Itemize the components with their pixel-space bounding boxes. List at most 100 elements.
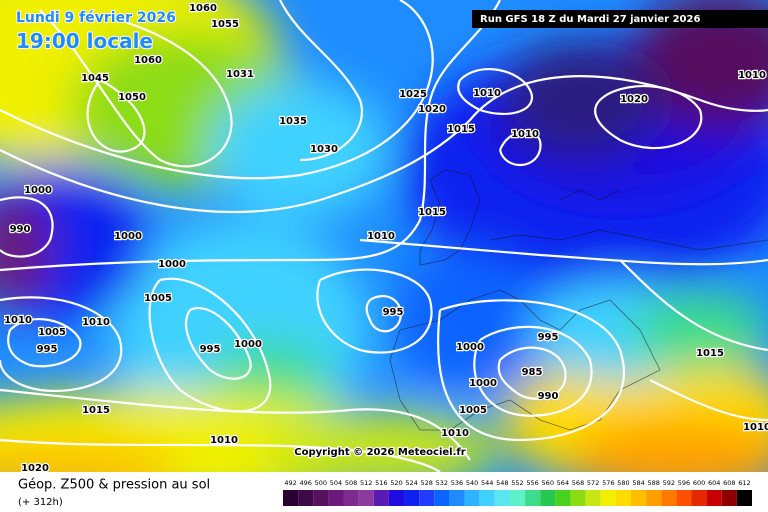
legend-swatch	[630, 490, 647, 506]
isobar-label: 1020	[418, 104, 446, 115]
legend-swatch	[434, 490, 450, 506]
isobar-label: 1045	[81, 73, 109, 84]
legend-label: 544	[481, 479, 493, 487]
legend-swatch	[388, 490, 405, 506]
legend-label: 588	[647, 479, 659, 487]
legend-swatch	[555, 490, 571, 506]
legend-swatch	[661, 490, 677, 506]
legend-label: 592	[663, 479, 675, 487]
footer-title: Géop. Z500 & pression au sol	[18, 478, 210, 493]
legend-label: 596	[678, 479, 690, 487]
legend-label: 528	[421, 479, 433, 487]
isobar-label: 1010	[738, 70, 766, 81]
legend-label: 604	[708, 479, 720, 487]
isobar-label: 1015	[82, 405, 110, 416]
legend-label: 576	[602, 479, 614, 487]
legend-swatch	[600, 490, 616, 506]
isobar-label: 990	[538, 391, 559, 402]
legend-swatch	[343, 490, 359, 506]
legend-swatch	[328, 490, 344, 506]
legend-label: 600	[693, 479, 705, 487]
isobar-label: 995	[538, 332, 559, 343]
forecast-time: 19:00 locale	[16, 29, 153, 53]
legend-swatch	[706, 490, 722, 506]
legend-swatch	[283, 490, 299, 506]
legend-swatch	[646, 490, 662, 506]
isobar-label: 1000	[234, 339, 262, 350]
isobar-label: 985	[522, 367, 543, 378]
legend-label: 504	[330, 479, 342, 487]
isobar-label: 1035	[279, 116, 307, 127]
isobar-label: 1015	[696, 348, 724, 359]
legend-label: 572	[587, 479, 599, 487]
legend-label: 564	[557, 479, 569, 487]
coastlines	[389, 169, 768, 431]
isobar-label: 1000	[24, 185, 52, 196]
run-box	[472, 10, 768, 28]
isobar-label: 1010	[210, 435, 238, 446]
legend-label: 560	[542, 479, 554, 487]
legend-label: 496	[299, 479, 311, 487]
forecast-date: Lundi 9 février 2026	[16, 10, 176, 26]
isobar-label: 1010	[367, 231, 395, 242]
isobar-label: 1000	[114, 231, 142, 242]
isobar-label: 995	[200, 344, 221, 355]
isobar-label: 1000	[158, 259, 186, 270]
isobar-label: 1010	[441, 428, 469, 439]
isobar-label: 1010	[511, 129, 539, 140]
legend-label: 548	[496, 479, 508, 487]
isobar-label: 1020	[620, 94, 648, 105]
legend-swatch	[479, 490, 495, 506]
legend-swatch	[464, 490, 480, 506]
isobar-label: 1000	[469, 378, 497, 389]
isobar-label: 1030	[310, 144, 338, 155]
isobar-label: 1010	[473, 88, 501, 99]
legend-swatch	[691, 490, 707, 506]
isobar-label: 1010	[743, 422, 768, 433]
legend-label: 500	[315, 479, 327, 487]
run-info: Run GFS 18 Z du Mardi 27 janvier 2026	[480, 14, 700, 25]
isobar-label: 995	[383, 307, 404, 318]
legend-label: 552	[511, 479, 523, 487]
legend-swatch	[449, 490, 465, 506]
legend-swatch	[358, 490, 374, 506]
footer-lead: (+ 312h)	[18, 497, 63, 508]
legend-label: 532	[436, 479, 448, 487]
legend-swatch	[615, 490, 631, 506]
copyright: Copyright © 2026 Meteociel.fr	[294, 447, 465, 458]
legend-label: 536	[451, 479, 463, 487]
legend-label: 516	[375, 479, 387, 487]
legend-label: 568	[572, 479, 584, 487]
legend-swatch	[494, 490, 510, 506]
legend-label: 520	[390, 479, 402, 487]
isobar-label: 1000	[456, 342, 484, 353]
isobar-label: 1055	[211, 19, 239, 30]
isobar-label: 1060	[189, 3, 217, 14]
legend-swatch	[736, 490, 752, 506]
legend-label: 524	[405, 479, 417, 487]
color-legend: 492 496 500 504 508 512 516 520 524 528 532 536 540 5…	[283, 479, 752, 506]
legend-swatch	[419, 490, 435, 506]
isobar-label: 1020	[21, 463, 49, 474]
legend-label: 612	[738, 479, 750, 487]
isobar-label: 1005	[459, 405, 487, 416]
legend-swatch	[676, 490, 692, 506]
legend-label: 608	[723, 479, 735, 487]
legend-swatch	[298, 490, 314, 506]
legend-swatch	[585, 490, 601, 506]
isobar-label: 1010	[4, 315, 32, 326]
isobar-label: 1031	[226, 69, 254, 80]
isobar-label: 1005	[144, 293, 172, 304]
legend-swatch	[570, 490, 586, 506]
isobar-label: 995	[37, 344, 58, 355]
isobars	[0, 0, 768, 472]
isobar-label: 1015	[447, 124, 475, 135]
legend-swatch	[540, 490, 556, 506]
isobar-label: 1005	[38, 327, 66, 338]
isobar-label: 1060	[134, 55, 162, 66]
legend-swatch	[313, 490, 329, 506]
legend-swatch	[404, 490, 420, 506]
isobar-label: 1010	[82, 317, 110, 328]
